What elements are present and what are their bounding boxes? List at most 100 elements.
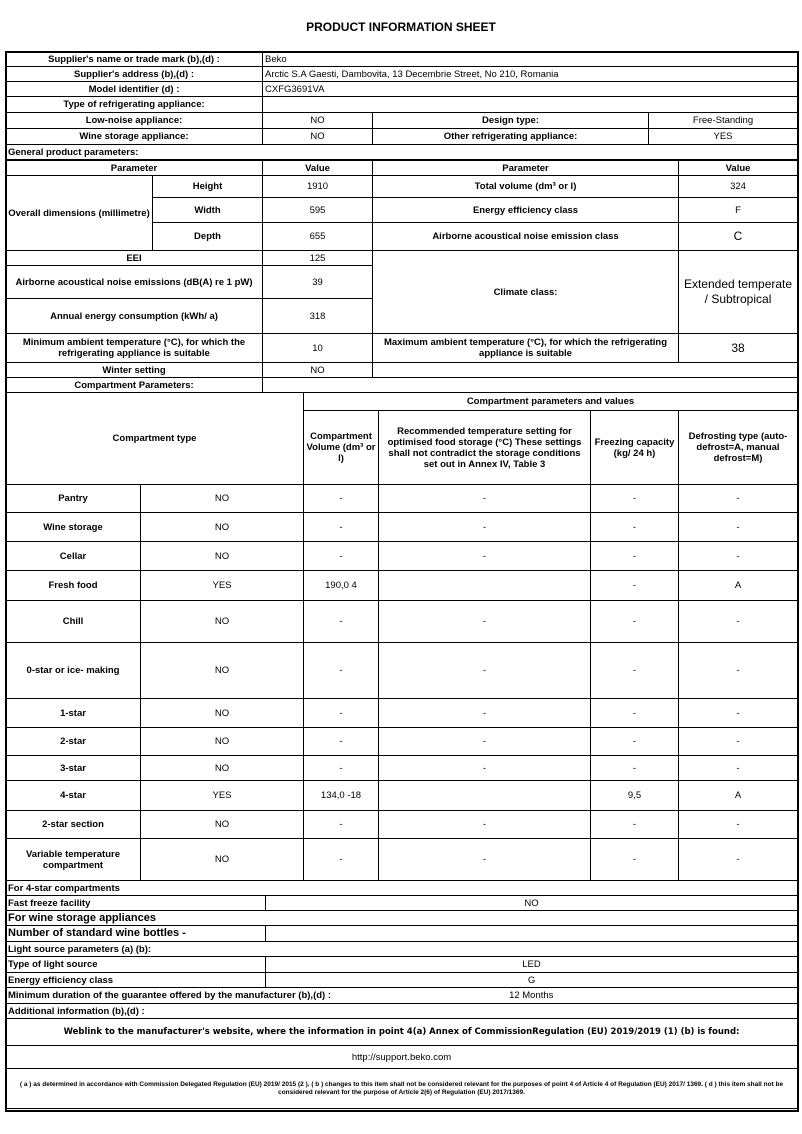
max-ambient-value: 38 (678, 333, 799, 363)
weblink-url[interactable]: http://support.beko.com (4, 1045, 799, 1069)
supplier-address: Arctic S.A Gaesti, Dambovita, 13 Decembr… (261, 66, 799, 82)
low-noise-value: NO (262, 112, 373, 129)
compartment-temperature: - (378, 838, 591, 881)
compartment-name: 3-star (5, 755, 141, 781)
fast-freeze-value: NO (264, 895, 799, 911)
guarantee-label: Minimum duration of the guarantee offere… (5, 987, 331, 1004)
compartment-defrost: - (678, 600, 798, 643)
other-appliance-label: Other refrigerating appliance: (372, 128, 649, 145)
total-volume-label: Total volume (dm³ or l) (372, 175, 680, 198)
light-section-heading: Light source parameters (a) (b): (4, 941, 799, 957)
param-header: Parameter (4, 160, 264, 176)
compartment-row: 1-star NO - - - - (5, 698, 798, 728)
compartment-volume: 134,0 -18 (303, 780, 379, 811)
compartment-row: 0-star or ice- making NO - - - - (5, 642, 798, 699)
compartment-row: 2-star section NO - - - - (5, 810, 798, 839)
general-section-heading: General product parameters: (4, 144, 799, 160)
noise-value: 39 (262, 265, 374, 299)
supplier-name: Beko (261, 52, 799, 67)
compartment-name: Wine storage (5, 512, 141, 542)
compartment-freezing: - (590, 541, 679, 571)
compartment-name: 2-star section (5, 810, 141, 839)
compartment-volume: - (303, 755, 379, 781)
min-ambient-value: 10 (262, 333, 374, 363)
general-parameters-table: Parameter Value Parameter Value Overall dim… (4, 160, 799, 393)
wine-bottles-value (264, 925, 799, 942)
four-star-heading: For 4-star compartments (4, 880, 799, 896)
compartment-temperature: - (378, 600, 591, 643)
dimensions-label: Overall dimensions (millimetre) (5, 175, 153, 251)
min-ambient-label: Minimum ambient temperature (°C), for wh… (4, 333, 264, 363)
compartment-freezing: - (590, 642, 679, 699)
light-type-value: LED (264, 956, 799, 973)
compartment-volume: - (303, 838, 379, 881)
compartment-defrost: - (678, 727, 798, 756)
eec-value: F (678, 197, 799, 223)
compartment-defrost: - (678, 512, 798, 542)
compartment-volume: - (303, 698, 379, 728)
max-ambient-label: Maximum ambient temperature (°C), for wh… (372, 333, 680, 363)
compartment-name: 4-star (5, 780, 141, 811)
compartment-temperature (378, 570, 591, 601)
compartments-table: Compartment type Compartment parameters a… (5, 392, 798, 881)
compartment-section-heading: Compartment Parameters: (4, 377, 264, 393)
light-type-label: Type of light source (5, 956, 266, 973)
bottom-table: For 4-star compartments Fast freeze faci… (4, 880, 799, 1109)
compartment-volume: - (303, 512, 379, 542)
compartment-freezing: - (590, 810, 679, 839)
compartment-defrost: - (678, 484, 798, 513)
compartment-name: Cellar (5, 541, 141, 571)
low-noise-label: Low-noise appliance: (5, 112, 263, 129)
compartment-defrost: - (678, 698, 798, 728)
compartment-volume: - (303, 727, 379, 756)
compartment-defrost: - (678, 541, 798, 571)
eec-label: Energy efficiency class (372, 197, 680, 223)
compartment-row: Cellar NO - - - - (5, 541, 798, 571)
compartment-freezing: - (590, 484, 679, 513)
compartment-temperature (378, 780, 591, 811)
compartment-name: Variable temperature compartment (5, 838, 141, 881)
compartment-row: Wine storage NO - - - - (5, 512, 798, 542)
compartment-row: Fresh food YES 190,0 4 -A (5, 570, 798, 601)
height-value: 1910 (262, 175, 374, 198)
winter-value: NO (262, 362, 374, 378)
compartment-volume: - (303, 541, 379, 571)
footnote: ( a ) as determined in accordance with C… (4, 1068, 799, 1109)
wine-storage-value: NO (262, 128, 373, 145)
compartment-defrost: - (678, 838, 798, 881)
compartment-present: NO (140, 755, 304, 781)
compartment-volume: 190,0 4 (303, 570, 379, 601)
type-value (261, 96, 799, 113)
compartment-freezing: - (590, 698, 679, 728)
compartment-temperature: - (378, 484, 591, 513)
other-appliance-value: YES (647, 128, 799, 145)
compartment-temperature: - (378, 698, 591, 728)
empty-cell (372, 362, 799, 378)
compartment-name: Chill (5, 600, 141, 643)
weblink-label: Weblink to the manufacturer's website, w… (4, 1018, 799, 1046)
empty-cell (262, 377, 799, 393)
compartment-defrost: A (678, 780, 798, 811)
compartment-defrost: - (678, 755, 798, 781)
compartment-defrost: - (678, 810, 798, 839)
height-label: Height (151, 175, 264, 198)
compartment-values-header: Compartment parameters and values (303, 392, 798, 411)
compartment-freezing: - (590, 727, 679, 756)
supplier-table: Supplier's name or trade mark (b),(d) :B… (4, 52, 799, 160)
compartment-freezing: 9,5 (590, 780, 679, 811)
design-type-value: Free-Standing (647, 112, 799, 129)
compartment-defrost: A (678, 570, 798, 601)
compartment-name: 1-star (5, 698, 141, 728)
compartment-freezing: - (590, 755, 679, 781)
width-label: Width (151, 197, 264, 223)
compartment-volume: - (303, 810, 379, 839)
compartment-name: 2-star (5, 727, 141, 756)
type-label: Type of refrigerating appliance: (5, 96, 263, 113)
compartment-freezing: - (590, 570, 679, 601)
depth-label: Depth (151, 222, 264, 251)
compartment-freezing: - (590, 600, 679, 643)
defrost-header: Defrosting type (auto-defrost=A, manual … (678, 410, 798, 485)
compartment-present: NO (140, 810, 304, 839)
freezing-header: Freezing capacity (kg/ 24 h) (590, 410, 679, 485)
temperature-header: Recommended temperature setting for opti… (378, 410, 591, 485)
